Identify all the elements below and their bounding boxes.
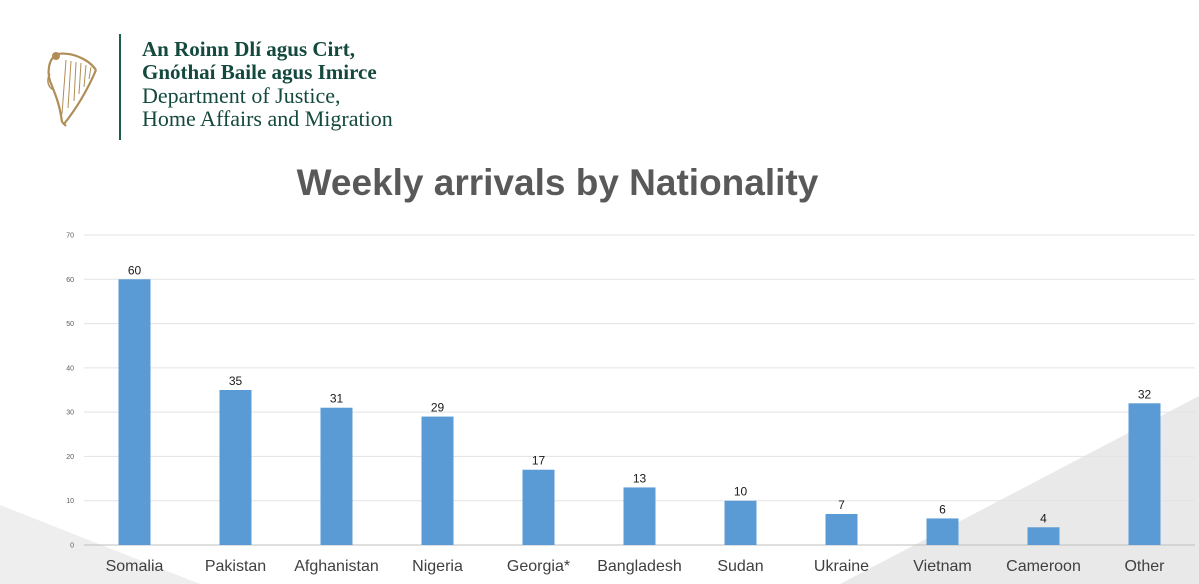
x-tick-label: Georgia*: [507, 558, 570, 575]
data-label: 10: [734, 485, 748, 499]
data-label: 17: [532, 454, 546, 468]
bar: [219, 390, 252, 545]
bar: [926, 518, 959, 545]
x-tick-label: Sudan: [717, 558, 763, 575]
chart-title: Weekly arrivals by Nationality: [296, 162, 819, 203]
x-tick-label: Afghanistan: [294, 558, 379, 575]
bar: [421, 416, 454, 545]
x-tick-label: Ukraine: [814, 558, 869, 575]
data-label: 29: [431, 401, 445, 415]
x-tick-label: Somalia: [106, 558, 164, 575]
bar: [724, 500, 757, 545]
y-tick-label: 40: [66, 365, 74, 372]
x-tick-label: Vietnam: [913, 558, 971, 575]
dept-name-english-line2: Home Affairs and Migration: [142, 106, 393, 131]
x-tick-label: Cameroon: [1006, 558, 1081, 575]
y-tick-label: 30: [66, 410, 74, 417]
x-tick-label: Nigeria: [412, 558, 463, 575]
data-label: 35: [229, 374, 243, 388]
data-label: 7: [838, 498, 845, 512]
x-tick-label: Other: [1124, 558, 1165, 575]
y-tick-label: 70: [66, 233, 74, 240]
y-tick-label: 20: [66, 454, 74, 461]
dept-name-irish-line1: An Roinn Dlí agus Cirt,: [142, 37, 355, 61]
x-tick-label: Bangladesh: [597, 558, 682, 575]
y-tick-label: 10: [66, 498, 74, 505]
bar: [118, 279, 151, 545]
department-header: An Roinn Dlí agus Cirt, Gnóthaí Baile ag…: [44, 34, 464, 142]
data-label: 6: [939, 502, 946, 516]
dept-name-english-line1: Department of Justice,: [142, 83, 341, 108]
bar: [825, 514, 858, 545]
x-tick-label: Pakistan: [205, 558, 266, 575]
y-tick-label: 60: [66, 277, 74, 284]
header-divider: [119, 34, 121, 140]
y-tick-label: 50: [66, 321, 74, 328]
data-label: 13: [633, 471, 647, 485]
bar: [320, 407, 353, 545]
bar: [522, 469, 555, 545]
department-name: An Roinn Dlí agus Cirt, Gnóthaí Baile ag…: [142, 37, 393, 131]
dept-name-irish-line2: Gnóthaí Baile agus Imirce: [142, 60, 377, 84]
data-label: 60: [128, 263, 142, 277]
data-label: 32: [1138, 387, 1152, 401]
bar: [1128, 403, 1161, 545]
data-label: 31: [330, 392, 344, 406]
data-label: 4: [1040, 511, 1047, 525]
y-tick-label: 0: [70, 543, 74, 550]
bar: [1027, 527, 1060, 545]
harp-icon: [47, 52, 98, 127]
bar: [623, 487, 656, 545]
